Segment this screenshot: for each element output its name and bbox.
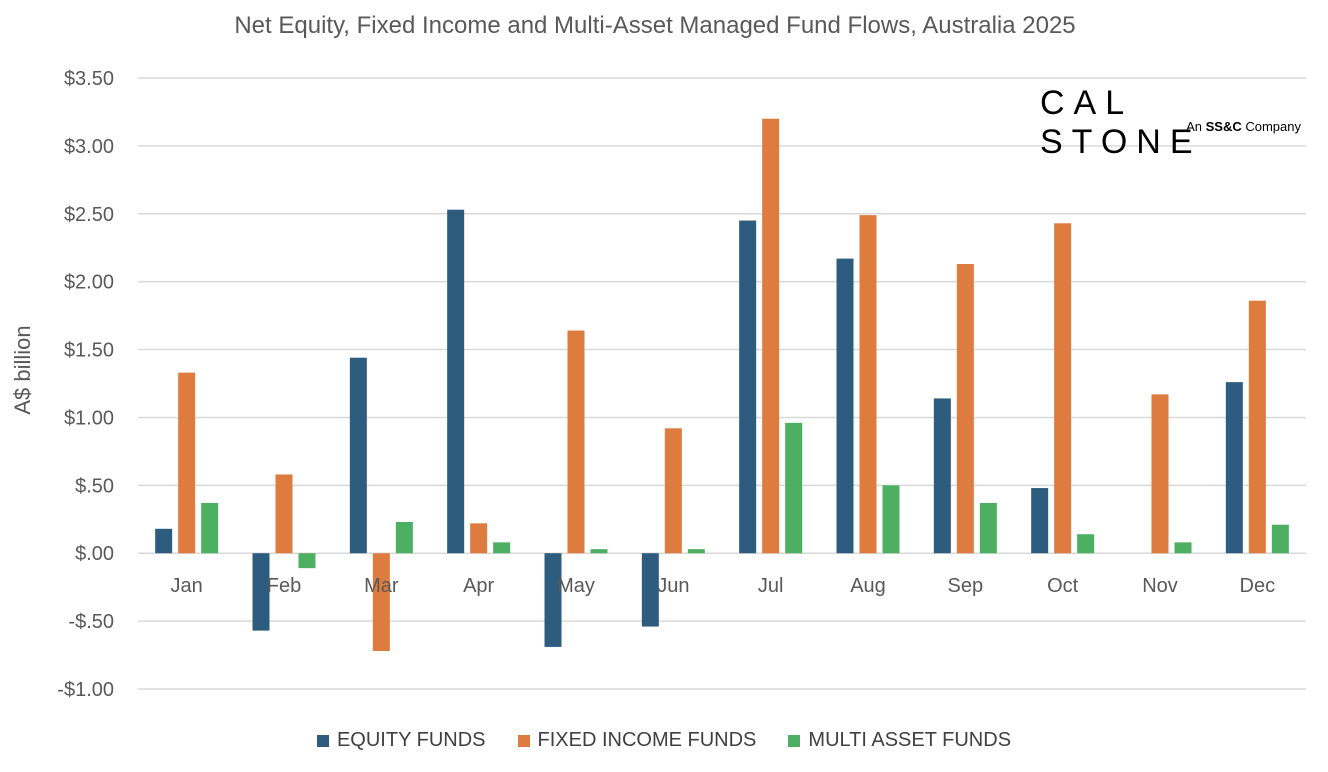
bar-multi-asset-jul <box>785 422 803 554</box>
bar-fixed-income-jun <box>664 428 682 554</box>
x-tick-label: Nov <box>1142 575 1178 597</box>
x-tick-label: Jun <box>657 575 689 597</box>
x-axis-ticks: Jan Feb Mar Apr May Jun Jul Aug Sep Oct Nov Dec <box>171 575 1276 597</box>
legend-item: MULTI ASSET FUNDS <box>788 729 1011 752</box>
bar-multi-asset-sep <box>979 502 997 554</box>
y-tick-label: -$1.00 <box>57 679 114 701</box>
logo-tagline-suffix: Company <box>1245 119 1301 134</box>
x-tick-label: Mar <box>364 575 399 597</box>
x-tick-label: Jan <box>171 575 203 597</box>
y-tick-label: $1.50 <box>64 340 114 362</box>
legend-item: FIXED INCOME FUNDS <box>517 729 757 752</box>
bar-multi-asset-dec <box>1271 524 1289 554</box>
x-tick-label: Aug <box>850 575 886 597</box>
x-tick-label: Oct <box>1047 575 1079 597</box>
y-tick-label: $3.50 <box>64 68 114 90</box>
bar-fixed-income-oct <box>1054 223 1072 554</box>
bar-fixed-income-mar <box>372 553 390 651</box>
y-tick-label: $3.00 <box>64 136 114 158</box>
y-tick-label: $.50 <box>75 475 114 497</box>
y-tick-label: $2.50 <box>64 204 114 226</box>
legend-swatch <box>788 734 801 747</box>
legend-label: MULTI ASSET FUNDS <box>808 729 1012 751</box>
legend-label: FIXED INCOME FUNDS <box>537 729 757 751</box>
bar-equity-jul <box>739 220 757 554</box>
calastone-logo: CAL STONE An SS&C Company <box>1030 84 1305 161</box>
bar-fixed-income-aug <box>859 215 877 554</box>
bar-multi-asset-jun <box>687 549 705 554</box>
bar-equity-jun <box>641 553 659 627</box>
x-tick-label: Feb <box>267 575 301 597</box>
bar-equity-dec <box>1225 382 1243 554</box>
y-tick-label: $.00 <box>75 543 114 565</box>
x-tick-label: Jul <box>758 575 784 597</box>
legend-item: EQUITY FUNDS <box>316 729 486 752</box>
bar-multi-asset-feb <box>298 553 316 569</box>
bar-fixed-income-feb <box>275 474 293 554</box>
bar-equity-oct <box>1031 488 1049 554</box>
bar-multi-asset-apr <box>493 542 511 554</box>
chart-title: Net Equity, Fixed Income and Multi-Asset… <box>234 12 1076 39</box>
x-tick-label: Dec <box>1240 575 1276 597</box>
bar-fixed-income-nov <box>1151 394 1169 554</box>
logo-tagline-prefix: An <box>1186 119 1202 134</box>
bars <box>155 118 1289 651</box>
bar-multi-asset-nov <box>1174 542 1192 554</box>
y-tick-label: $1.00 <box>64 407 114 429</box>
x-tick-label: May <box>557 575 595 597</box>
bar-fixed-income-jan <box>178 372 196 554</box>
bar-equity-jan <box>155 528 173 554</box>
x-tick-label: Apr <box>463 575 494 597</box>
legend-swatch <box>517 734 530 747</box>
legend-label: EQUITY FUNDS <box>336 729 486 751</box>
bar-fixed-income-may <box>567 330 585 554</box>
x-tick-label: Sep <box>948 575 984 597</box>
bar-multi-asset-may <box>590 549 608 554</box>
bar-fixed-income-apr <box>470 523 488 554</box>
bar-fixed-income-dec <box>1248 300 1266 554</box>
bar-equity-apr <box>447 209 465 554</box>
bar-fixed-income-jul <box>762 118 780 554</box>
bar-fixed-income-sep <box>956 264 974 554</box>
legend: EQUITY FUNDS FIXED INCOME FUNDS MULTI ASSE… <box>0 729 1328 753</box>
bar-equity-mar <box>349 357 367 554</box>
logo-tagline: An SS&C Company <box>1186 119 1301 134</box>
bar-equity-may <box>544 553 562 647</box>
legend-swatch <box>316 734 329 747</box>
bar-multi-asset-oct <box>1077 534 1095 554</box>
bar-multi-asset-mar <box>395 521 413 554</box>
y-tick-label: -$.50 <box>68 611 114 633</box>
y-axis-title: A$ billion <box>10 325 35 414</box>
logo-wordmark: CAL STONE <box>1040 84 1202 161</box>
logo-tagline-bold: SS&C <box>1205 119 1242 134</box>
y-tick-label: $2.00 <box>64 272 114 294</box>
bar-multi-asset-jan <box>201 502 219 554</box>
bar-equity-aug <box>836 258 854 554</box>
gridlines <box>138 77 1306 690</box>
bar-equity-feb <box>252 553 270 631</box>
bar-multi-asset-aug <box>882 485 900 554</box>
bar-equity-sep <box>933 398 951 554</box>
y-axis-ticks: $3.50 $3.00 $2.50 $2.00 $1.50 $1.00 $.50 $.00 -$… <box>57 68 114 701</box>
